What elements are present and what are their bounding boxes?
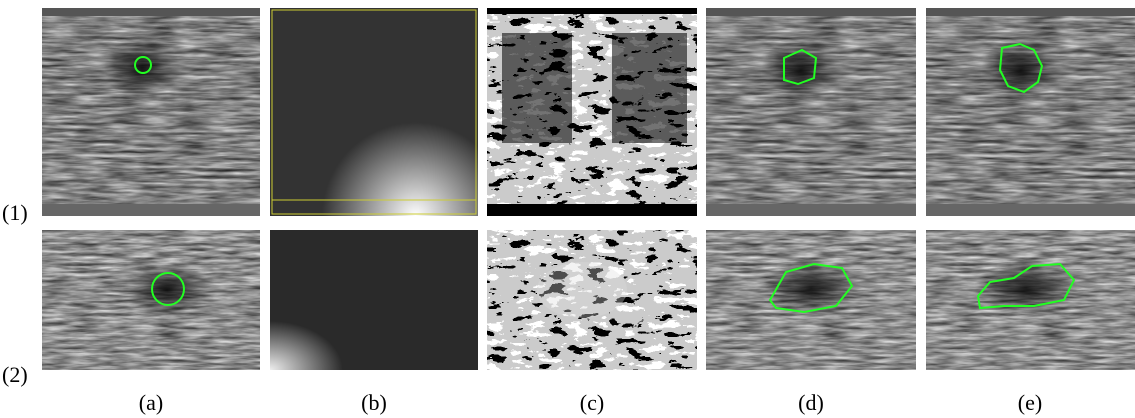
image-2d <box>706 230 916 370</box>
image-2e <box>926 230 1135 370</box>
column-label: (b) <box>361 390 387 415</box>
image-1c <box>487 8 697 216</box>
column-label: (d) <box>798 390 824 415</box>
image-2c <box>487 230 697 370</box>
image-2b <box>270 230 478 370</box>
row-1 <box>42 8 1135 216</box>
column-label: (c) <box>580 390 604 415</box>
page: (1) (2) (a) (b) (c) (d) (e) (() => { con… <box>0 0 1135 418</box>
column-label: (e) <box>1018 390 1042 415</box>
image-1a <box>42 8 260 216</box>
image-1e <box>926 8 1135 216</box>
image-1d <box>706 8 916 216</box>
figure: (1) (2) (a) (b) (c) (d) (e) <box>0 0 1135 418</box>
column-label: (a) <box>139 390 163 415</box>
image-1b <box>270 8 478 216</box>
row-label: (1) <box>2 200 28 225</box>
row-2 <box>42 230 1135 370</box>
image-2a <box>42 230 260 370</box>
row-label: (2) <box>2 362 28 387</box>
